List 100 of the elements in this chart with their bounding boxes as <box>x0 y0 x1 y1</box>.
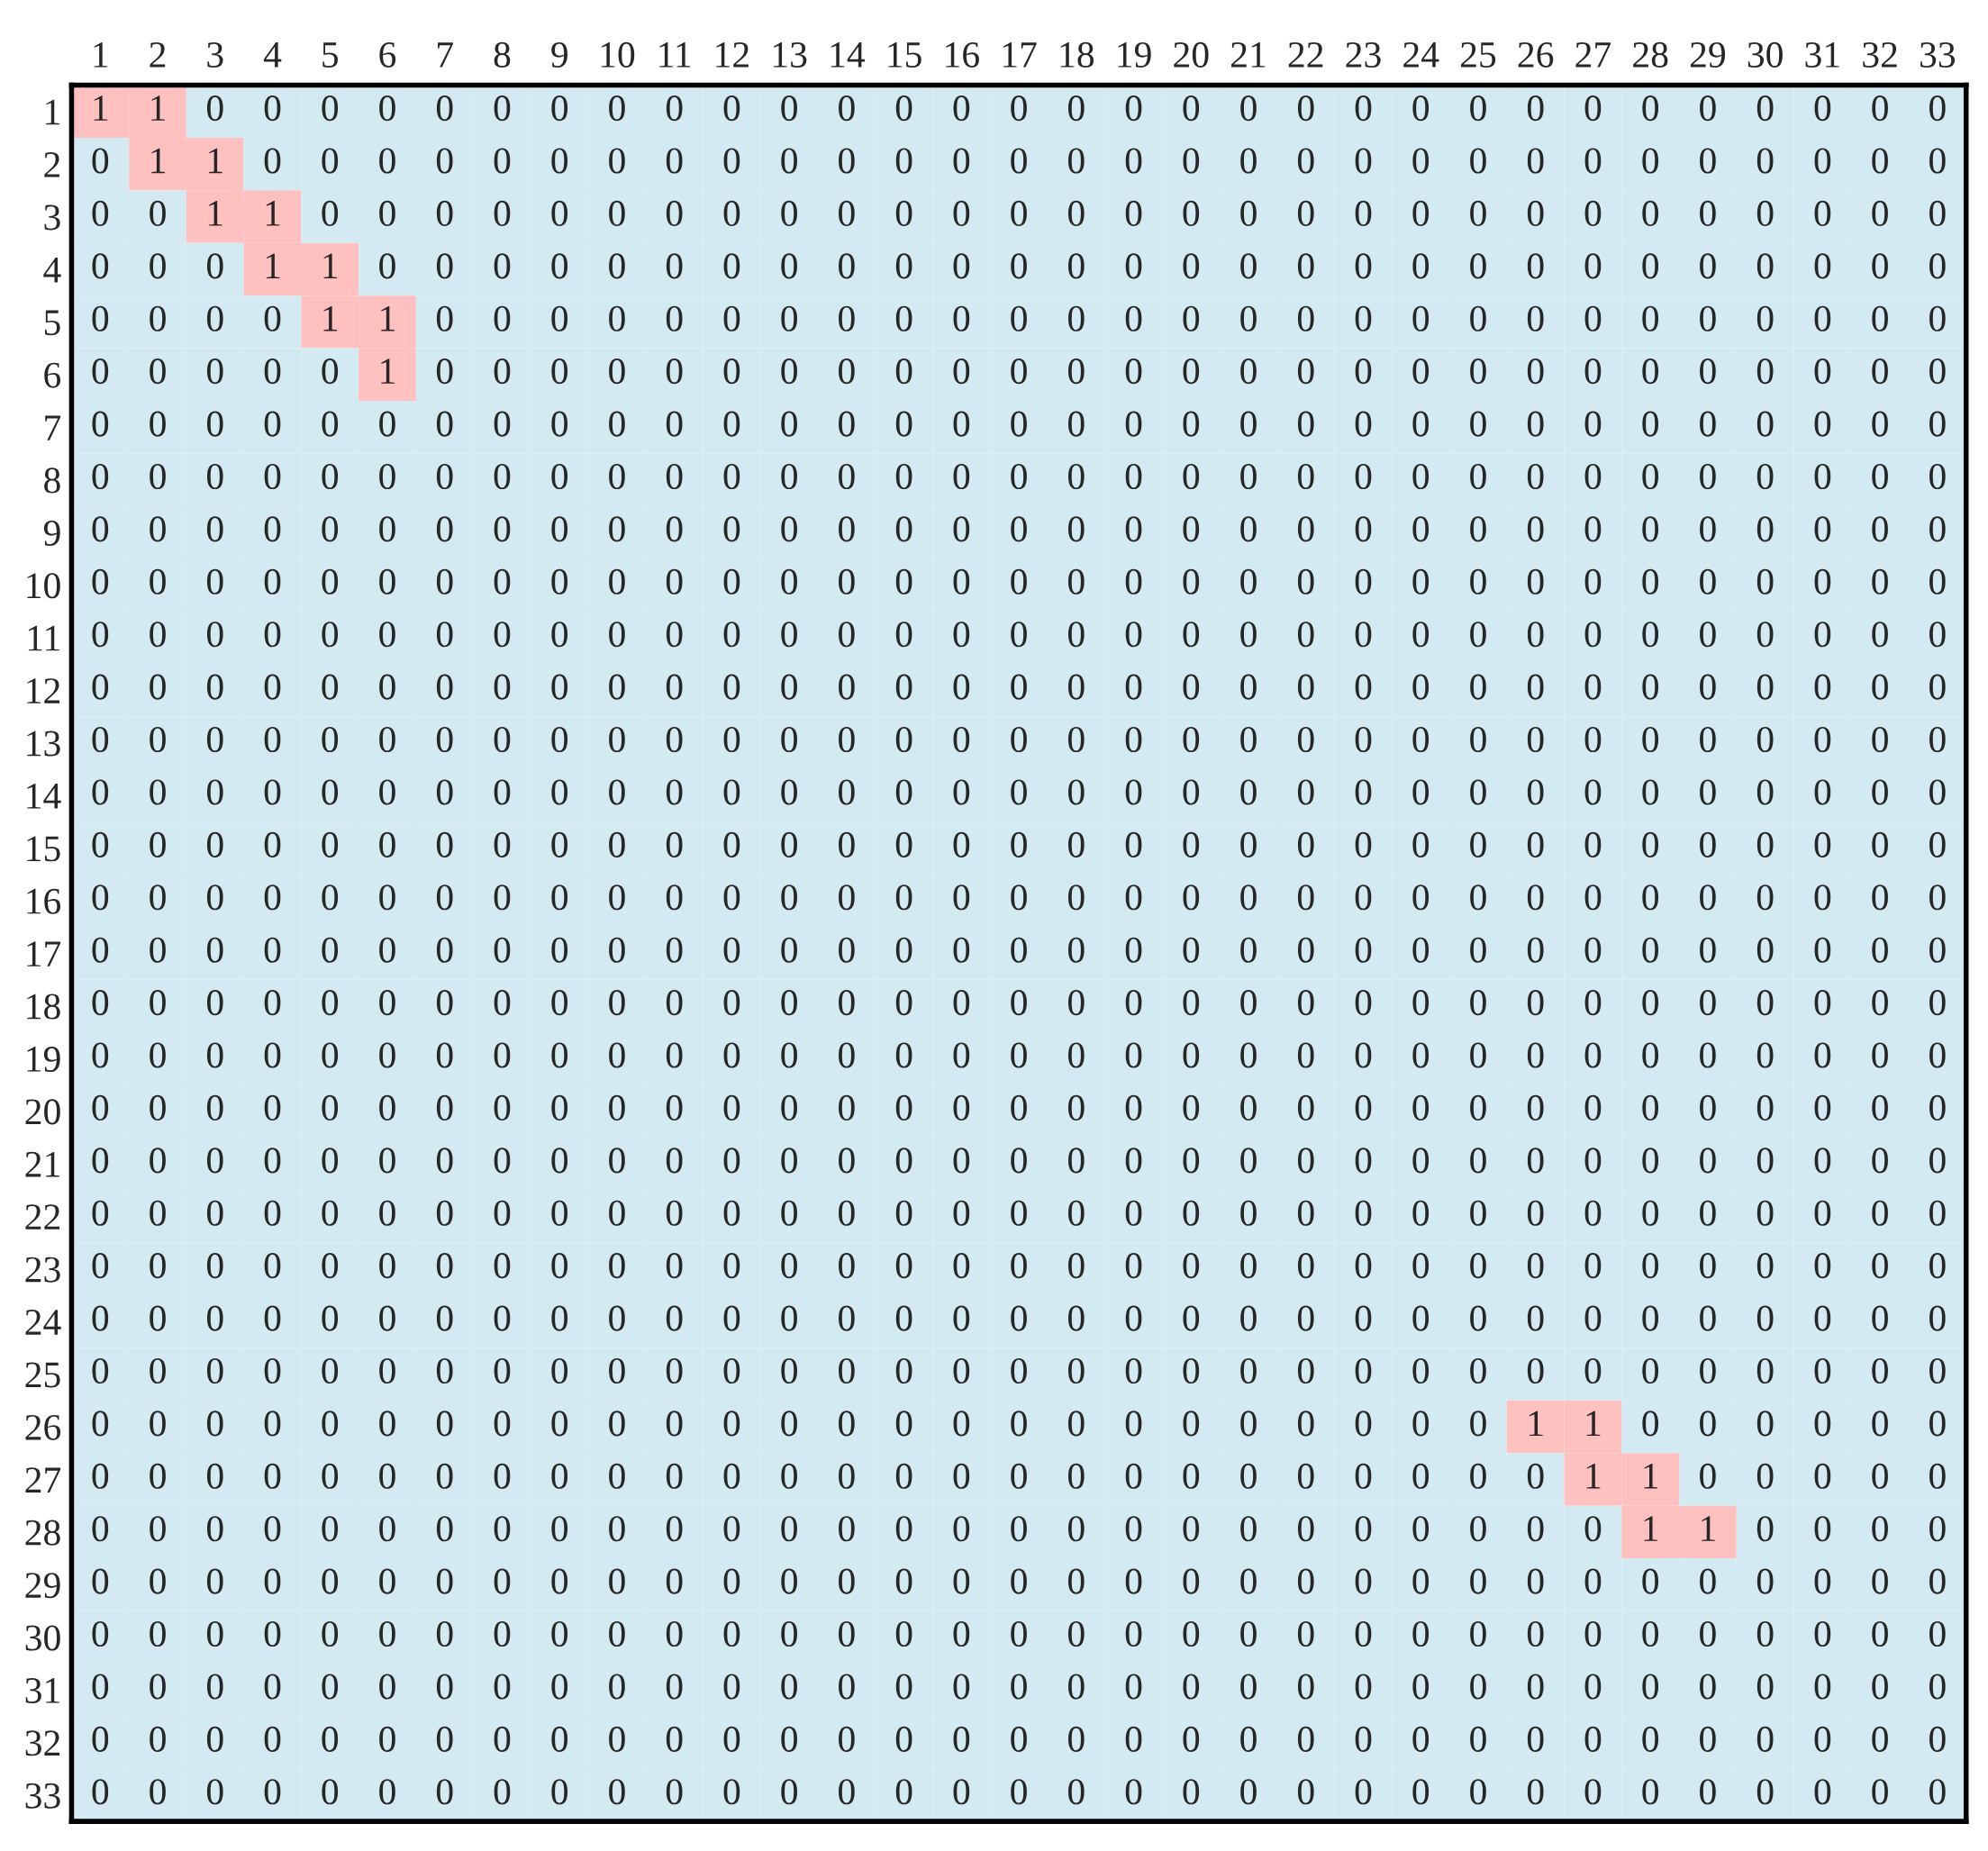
data-label: 0 <box>1240 1674 1257 1700</box>
data-label: 0 <box>839 516 855 542</box>
data-label: 0 <box>895 1674 912 1700</box>
data-label: 0 <box>264 1148 281 1174</box>
data-label: 0 <box>379 1253 395 1279</box>
data-label: 0 <box>436 358 453 385</box>
data-label: 0 <box>895 253 912 279</box>
data-label: 0 <box>322 1200 339 1226</box>
data-label: 0 <box>1240 148 1257 174</box>
data-label: 1 <box>381 358 395 384</box>
data-label: 0 <box>1355 990 1372 1016</box>
data-label: 0 <box>1929 1200 1946 1226</box>
data-label: 0 <box>1470 1674 1486 1700</box>
data-label: 0 <box>781 463 797 490</box>
data-label: 0 <box>1011 148 1027 174</box>
x-tick-label: 19 <box>1118 41 1151 68</box>
data-label: 0 <box>322 1674 339 1700</box>
data-label: 0 <box>839 1148 855 1174</box>
data-label: 0 <box>1412 516 1430 542</box>
data-label: 0 <box>1067 516 1085 542</box>
data-label: 0 <box>92 516 109 542</box>
data-label: 0 <box>1412 463 1430 490</box>
data-label: 0 <box>92 1516 109 1542</box>
data-label: 0 <box>264 1042 281 1068</box>
data-label: 0 <box>666 1042 683 1068</box>
data-label: 0 <box>92 1726 109 1752</box>
data-label: 0 <box>494 1620 511 1647</box>
data-label: 0 <box>1584 726 1602 753</box>
data-label: 0 <box>1297 568 1314 594</box>
data-label: 0 <box>1412 1516 1430 1542</box>
data-label: 0 <box>1872 568 1888 594</box>
data-label: 0 <box>1872 1463 1888 1489</box>
y-tick-label: 16 <box>27 888 61 914</box>
data-label: 0 <box>895 148 912 174</box>
data-label: 0 <box>1183 1148 1200 1174</box>
data-label: 0 <box>1642 622 1659 648</box>
data-label: 0 <box>1011 990 1027 1016</box>
data-label: 0 <box>1527 95 1544 122</box>
data-label: 0 <box>781 1516 797 1542</box>
data-label: 0 <box>92 1620 109 1647</box>
data-label: 0 <box>1814 885 1831 911</box>
data-label: 0 <box>1757 95 1774 122</box>
data-label: 0 <box>1527 1094 1544 1121</box>
data-label: 0 <box>723 1094 740 1121</box>
data-label: 0 <box>1183 1779 1200 1805</box>
data-label: 0 <box>436 1411 453 1437</box>
data-label: 0 <box>1412 95 1430 122</box>
data-label: 0 <box>1642 779 1659 805</box>
data-label: 0 <box>895 779 912 805</box>
data-label: 0 <box>953 1463 970 1489</box>
data-label: 0 <box>1183 726 1200 753</box>
data-label: 0 <box>1355 1200 1372 1226</box>
data-label: 0 <box>379 1148 395 1174</box>
data-label: 0 <box>1297 1357 1314 1384</box>
data-label: 0 <box>1183 253 1200 279</box>
data-label: 0 <box>92 1094 109 1121</box>
data-label: 0 <box>666 253 683 279</box>
data-label: 0 <box>206 516 223 542</box>
data-label: 0 <box>1183 305 1200 331</box>
data-label: 0 <box>1642 1200 1659 1226</box>
data-label: 0 <box>379 1357 395 1384</box>
data-label: 0 <box>1929 1411 1946 1437</box>
data-label: 0 <box>781 305 797 331</box>
data-label: 0 <box>379 568 395 594</box>
data-label: 0 <box>1929 726 1946 753</box>
data-label: 0 <box>436 622 453 648</box>
data-label: 0 <box>1814 779 1831 805</box>
data-label: 0 <box>1584 463 1602 490</box>
data-label: 0 <box>551 1674 568 1700</box>
data-label: 0 <box>839 1411 855 1437</box>
data-label: 0 <box>1527 1253 1544 1279</box>
data-label: 0 <box>953 463 970 490</box>
data-label: 0 <box>781 148 797 174</box>
data-label: 0 <box>1814 1463 1831 1489</box>
data-label: 0 <box>953 1094 970 1121</box>
data-label: 0 <box>666 779 683 805</box>
data-label: 0 <box>1700 937 1716 963</box>
data-label: 0 <box>1470 148 1486 174</box>
data-label: 0 <box>1872 253 1888 279</box>
data-label: 0 <box>953 358 970 385</box>
data-label: 0 <box>264 1357 281 1384</box>
data-label: 0 <box>1642 1411 1659 1437</box>
y-tick-label: 18 <box>27 994 60 1020</box>
data-label: 1 <box>1702 1516 1715 1541</box>
data-label: 0 <box>551 831 568 857</box>
data-label: 0 <box>92 1568 109 1594</box>
data-label: 0 <box>781 411 797 437</box>
data-label: 0 <box>1183 463 1200 490</box>
data-label: 0 <box>1470 1305 1486 1331</box>
data-label: 0 <box>1125 1674 1142 1700</box>
data-label: 0 <box>1067 1726 1085 1752</box>
data-label: 0 <box>206 726 223 753</box>
data-label: 0 <box>839 1568 855 1594</box>
data-label: 0 <box>1584 1516 1602 1542</box>
data-label: 0 <box>92 779 109 805</box>
data-label: 0 <box>551 1726 568 1752</box>
data-label: 0 <box>1011 253 1027 279</box>
data-label: 1 <box>151 95 165 121</box>
data-label: 0 <box>1700 148 1716 174</box>
data-label: 0 <box>436 148 453 174</box>
